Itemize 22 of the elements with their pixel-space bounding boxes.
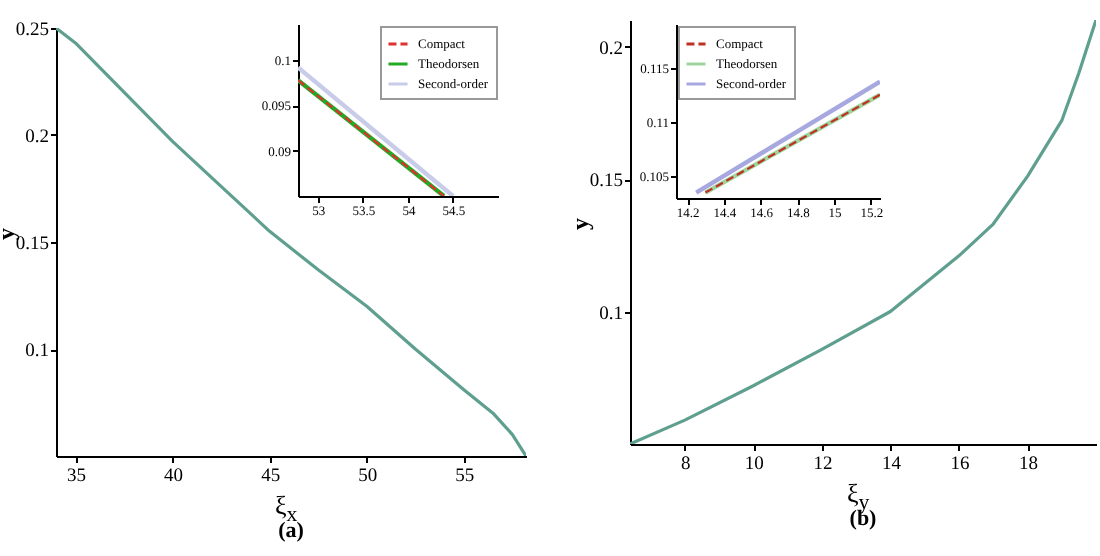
- y-tick-label: 0.15: [15, 235, 50, 255]
- y-tick-label: 0.15: [589, 172, 624, 192]
- y-axis-title: y: [0, 228, 20, 240]
- x-tick-label: 35: [66, 467, 87, 487]
- x-tick-label: 40: [164, 467, 184, 487]
- x-tick-label: 55: [455, 467, 475, 487]
- line-series: [630, 20, 1096, 444]
- x-tick-label: 16: [950, 455, 970, 475]
- y-tick-label: 0.2: [599, 39, 624, 60]
- y-tick-label: 0.1: [25, 342, 50, 362]
- x-tick-label: 18: [1018, 455, 1039, 475]
- line-series: [56, 28, 526, 456]
- y-tick-label: 0.2: [25, 128, 50, 148]
- x-tick-label: 12: [813, 455, 833, 475]
- y-tick-label: 0.1: [599, 304, 624, 325]
- x-tick-label: 8: [681, 455, 692, 475]
- y-tick-label: 0.25: [15, 21, 50, 41]
- y-axis-title: y: [566, 218, 594, 230]
- x-tick-label: 50: [358, 467, 378, 487]
- x-tick-label: 14: [881, 455, 902, 475]
- x-tick-label: 10: [744, 455, 765, 475]
- x-tick-label: 45: [261, 467, 281, 487]
